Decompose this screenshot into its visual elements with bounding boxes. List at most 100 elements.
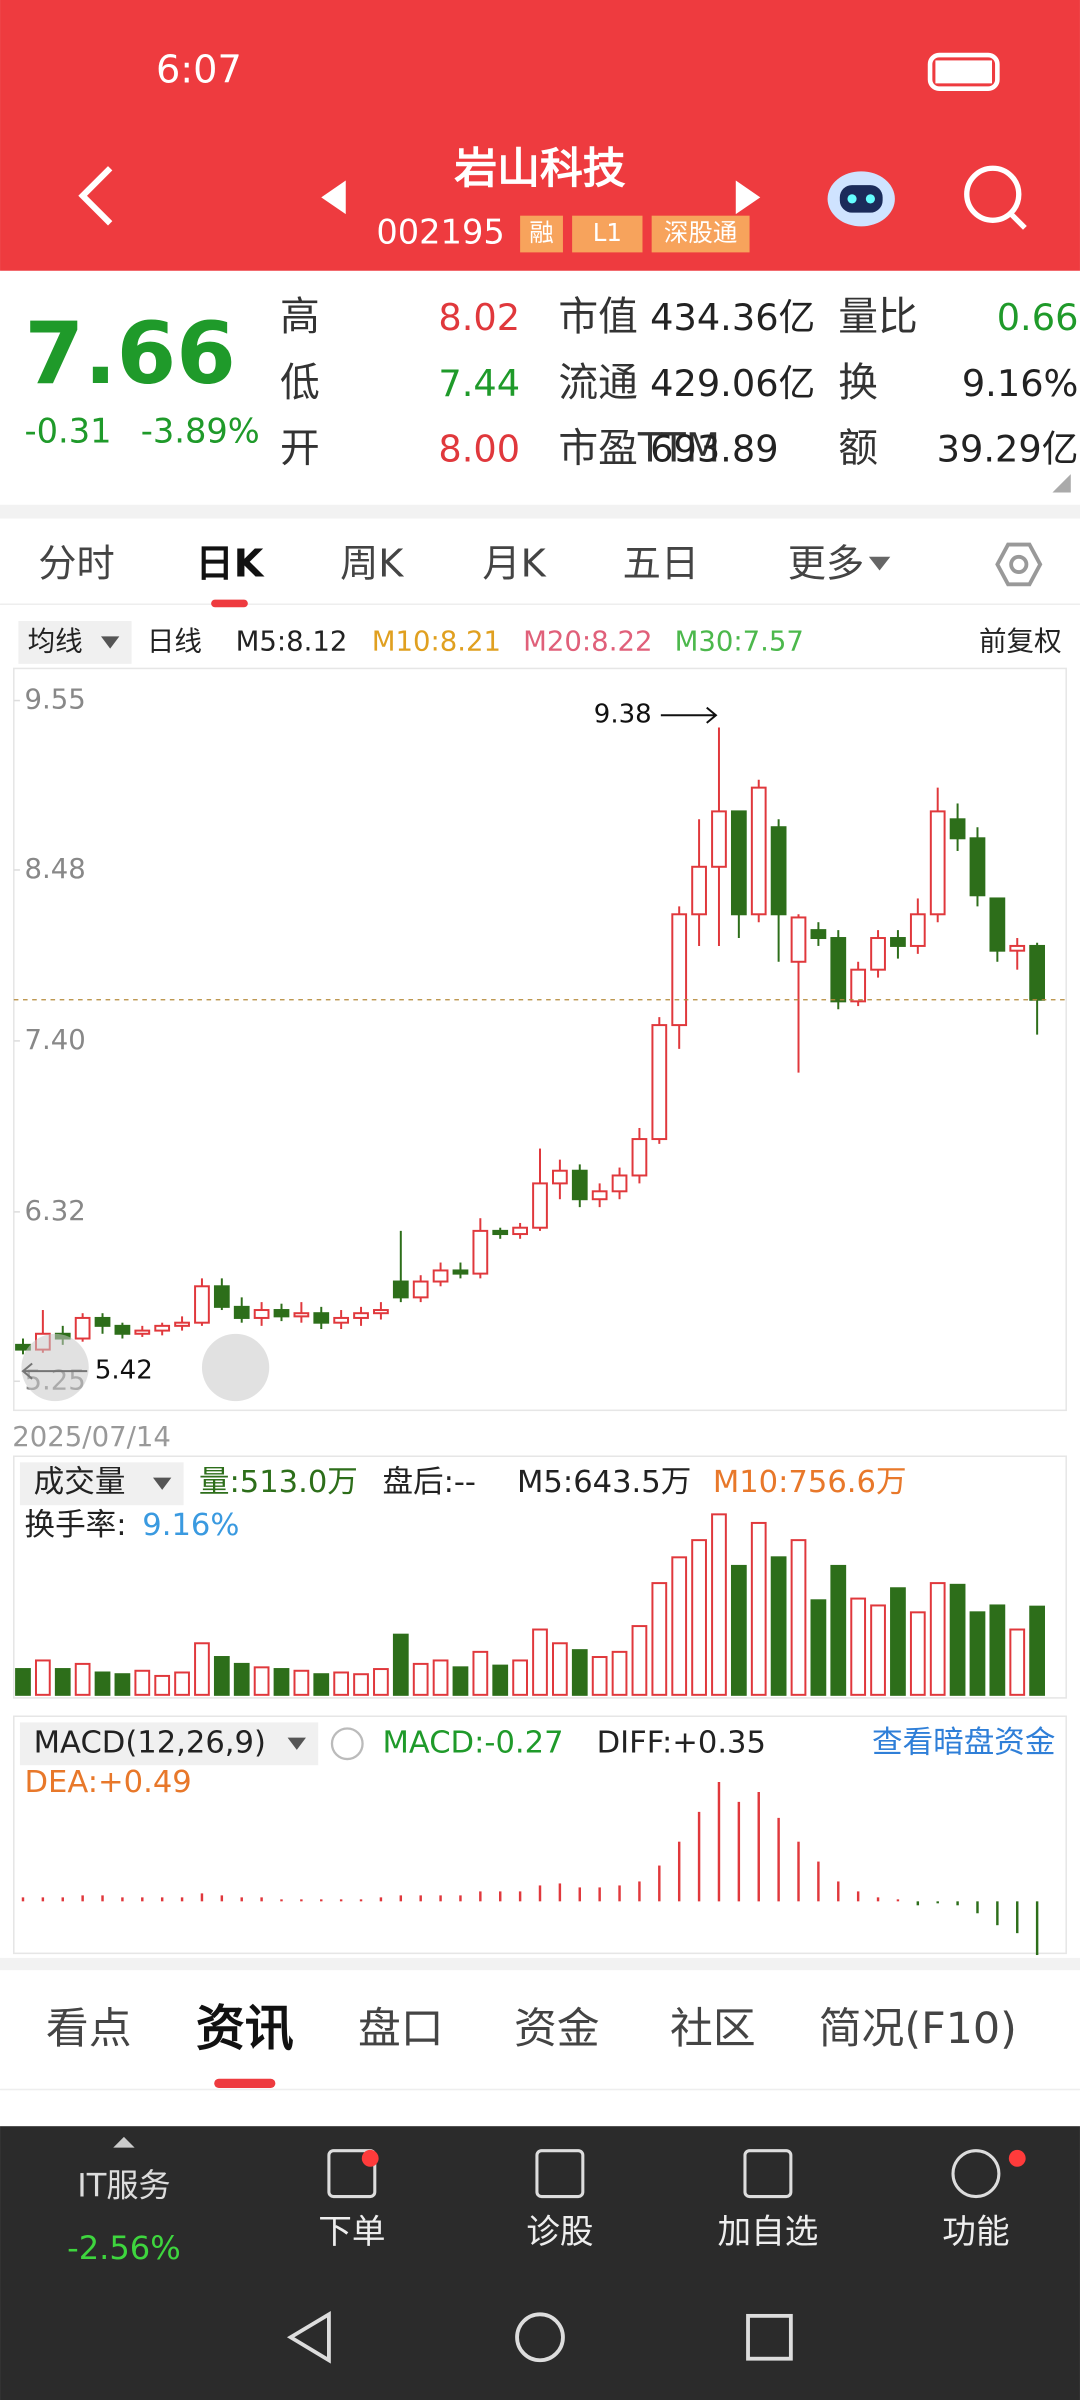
- volume-bar: [174, 1671, 190, 1696]
- candle-body: [989, 897, 1006, 952]
- candle-body: [74, 1316, 91, 1340]
- volume-bar: [532, 1628, 548, 1696]
- volume-bar: [929, 1582, 946, 1696]
- period-tab[interactable]: 月K: [482, 542, 546, 586]
- adjust-label[interactable]: 前复权: [979, 625, 1062, 657]
- nav-back[interactable]: [286, 2310, 331, 2364]
- period-tab[interactable]: 日K: [196, 542, 265, 586]
- search-button[interactable]: [964, 165, 1027, 230]
- candle-body: [571, 1169, 588, 1201]
- volume-bar: [1009, 1628, 1026, 1696]
- volume-bar: [333, 1671, 350, 1696]
- next-stock[interactable]: [735, 180, 761, 215]
- period-label: 日线: [147, 625, 202, 657]
- field-label: 流通: [558, 360, 638, 406]
- settings-button[interactable]: [995, 542, 1043, 587]
- candle-body: [870, 937, 886, 971]
- field-label: 换: [838, 360, 878, 406]
- candle-body: [671, 913, 688, 1027]
- macd-select-bg[interactable]: [19, 1722, 319, 1766]
- field-label: 低: [280, 360, 320, 406]
- macd-title[interactable]: MACD(12,26,9): [34, 1725, 266, 1760]
- volume-bar: [711, 1513, 727, 1696]
- candle-body: [730, 810, 747, 916]
- vol-select-bg[interactable]: [19, 1462, 184, 1506]
- candle-body: [1029, 944, 1046, 1001]
- diff-value: DIFF:+0.35: [597, 1725, 766, 1760]
- candle-body: [512, 1226, 528, 1236]
- volume-panel: [13, 1455, 1067, 1699]
- robot-icon[interactable]: [827, 171, 895, 227]
- info-tab[interactable]: 资讯: [196, 2000, 294, 2057]
- field-label: 开: [280, 426, 320, 472]
- field-value: 9.16%: [962, 362, 1079, 405]
- vol-title[interactable]: 成交量: [34, 1465, 126, 1500]
- ma20-label: M20:8.22: [523, 625, 652, 657]
- button-label: 下单: [318, 2212, 385, 2251]
- status-time: 6:07: [156, 48, 242, 92]
- candle-body: [472, 1229, 489, 1275]
- separator: [0, 504, 1080, 519]
- period-tab[interactable]: 五日: [623, 542, 699, 586]
- y-tick-label: 8.48: [25, 853, 86, 885]
- info-tab[interactable]: 资金: [514, 2004, 600, 2054]
- expand-corner[interactable]: [1052, 474, 1071, 493]
- volume-bar: [671, 1556, 688, 1696]
- candle-body: [770, 826, 787, 916]
- nav-recent[interactable]: [746, 2313, 793, 2361]
- ma30-label: M30:7.57: [675, 625, 804, 657]
- footer-button[interactable]: 功能: [942, 2149, 1026, 2251]
- nav-home[interactable]: [515, 2312, 565, 2363]
- sector-name[interactable]: IT服务: [77, 2166, 170, 2204]
- help-icon[interactable]: [330, 1727, 364, 1761]
- footer-button[interactable]: 加自选: [717, 2149, 818, 2251]
- prev-stock[interactable]: [321, 180, 346, 215]
- candle-body: [711, 810, 727, 868]
- field-value: 8.00: [438, 428, 520, 471]
- fullscreen-button[interactable]: [201, 1333, 270, 1402]
- info-tab[interactable]: 简况(F10): [819, 2004, 1017, 2054]
- volume-bar: [850, 1597, 867, 1696]
- field-label: 市盈TTM: [558, 426, 720, 472]
- volume-bar: [810, 1599, 827, 1696]
- stock-name: 岩山科技: [454, 144, 625, 194]
- vol-value: 量:513.0万: [199, 1465, 358, 1500]
- info-tab[interactable]: 盘口: [358, 2004, 444, 2054]
- high-annotation: 9.38: [594, 700, 652, 730]
- info-tab[interactable]: 社区: [670, 2004, 756, 2054]
- dropdown-arrow: [100, 636, 120, 649]
- footer-button[interactable]: 诊股: [526, 2149, 594, 2251]
- ma-select[interactable]: 均线: [28, 625, 83, 657]
- back-button[interactable]: [78, 166, 113, 226]
- volume-bar: [1029, 1605, 1046, 1696]
- candle-body: [909, 913, 926, 947]
- volume-bar: [870, 1604, 886, 1696]
- collapse-button[interactable]: [21, 1333, 89, 1402]
- info-tab[interactable]: 看点: [46, 2004, 132, 2054]
- badge: [361, 2149, 379, 2167]
- low-annotation: 5.42: [95, 1356, 153, 1386]
- period-tab[interactable]: 更多: [788, 542, 864, 586]
- period-tab[interactable]: 周K: [340, 542, 404, 586]
- candle-body: [691, 865, 707, 916]
- button-icon: [327, 2149, 377, 2199]
- dark-pool-link[interactable]: 查看暗盘资金: [872, 1725, 1055, 1760]
- high-arrow: [660, 706, 718, 724]
- candle-body: [631, 1138, 648, 1177]
- button-label: 诊股: [526, 2212, 593, 2251]
- candle-body: [94, 1316, 111, 1327]
- candle-body: [949, 818, 966, 840]
- button-icon: [951, 2149, 1001, 2199]
- volume-bar: [412, 1662, 429, 1696]
- candle-body: [154, 1324, 171, 1332]
- candle-body: [432, 1269, 449, 1283]
- candle-body: [591, 1190, 608, 1201]
- candle-body: [412, 1280, 429, 1299]
- period-tab[interactable]: 分时: [38, 542, 114, 586]
- sector-change: -2.56%: [67, 2229, 181, 2267]
- change-pct: -3.89%: [141, 411, 260, 450]
- volume-bar: [253, 1666, 270, 1696]
- status-icons: [927, 52, 1000, 92]
- footer-button[interactable]: 下单: [318, 2149, 385, 2251]
- volume-bar: [293, 1669, 310, 1696]
